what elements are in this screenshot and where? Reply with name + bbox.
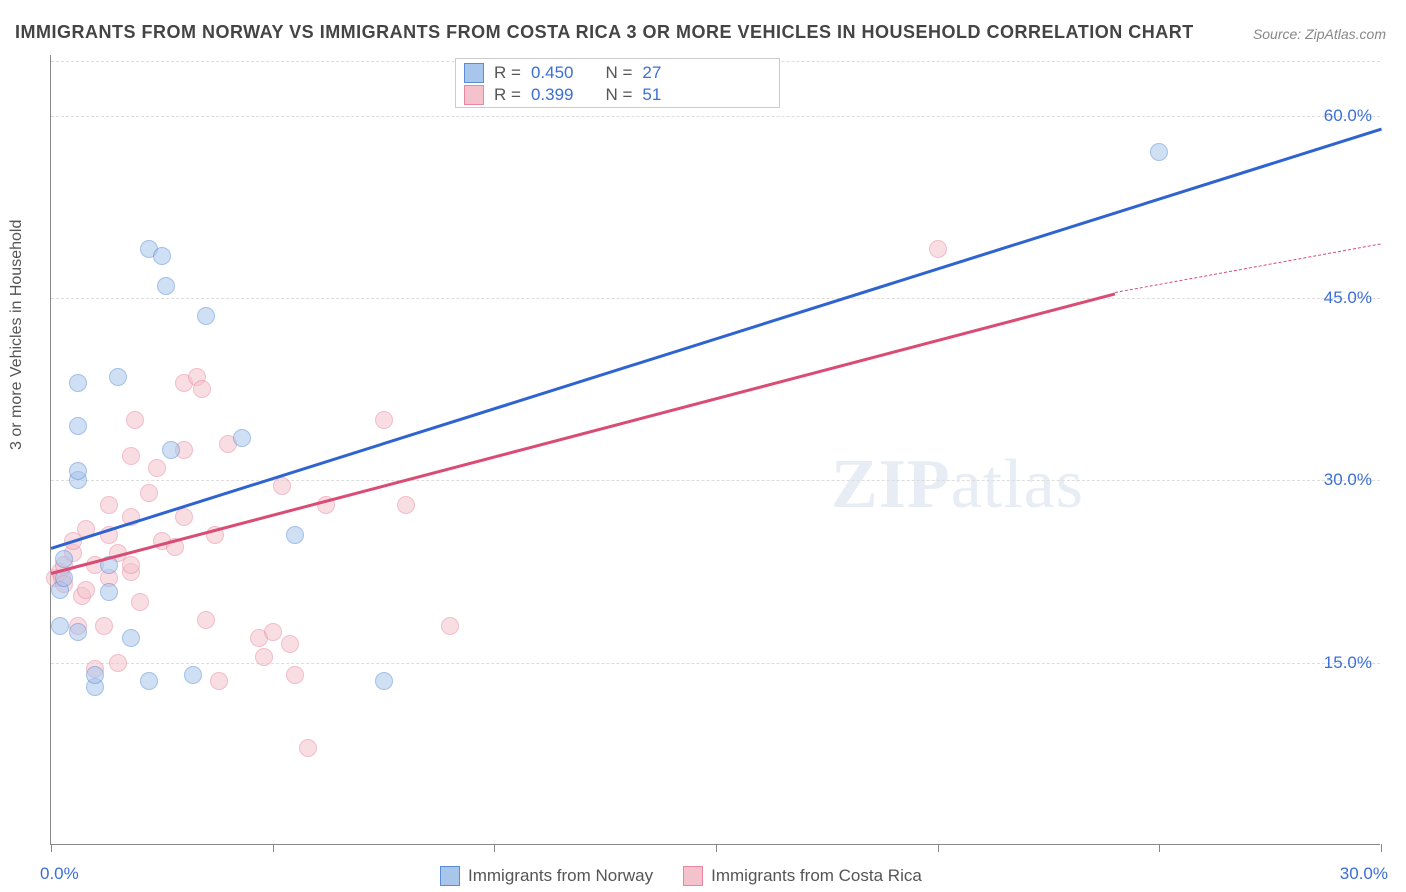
chart-container: IMMIGRANTS FROM NORWAY VS IMMIGRANTS FRO…	[0, 0, 1406, 892]
point-norway	[69, 417, 87, 435]
point-costarica	[175, 508, 193, 526]
gridline	[51, 298, 1380, 299]
legend-row-costarica: R = 0.399 N = 51	[464, 85, 771, 105]
point-norway	[1150, 143, 1168, 161]
x-axis-min: 0.0%	[40, 864, 79, 884]
y-tick-label: 30.0%	[1324, 470, 1372, 490]
point-costarica	[197, 611, 215, 629]
watermark: ZIPatlas	[831, 445, 1084, 525]
gridline	[51, 663, 1380, 664]
x-tick	[1381, 844, 1382, 852]
point-costarica	[264, 623, 282, 641]
point-costarica	[281, 635, 299, 653]
point-costarica	[148, 459, 166, 477]
point-costarica	[77, 581, 95, 599]
point-costarica	[140, 484, 158, 502]
point-norway	[109, 368, 127, 386]
gridline	[51, 480, 1380, 481]
point-costarica	[122, 447, 140, 465]
x-tick	[51, 844, 52, 852]
trendline-costarica	[51, 292, 1116, 574]
point-norway	[162, 441, 180, 459]
trendline-norway	[51, 128, 1382, 550]
y-tick-label: 60.0%	[1324, 106, 1372, 126]
point-costarica	[95, 617, 113, 635]
point-costarica	[255, 648, 273, 666]
point-costarica	[109, 654, 127, 672]
legend-row-norway: R = 0.450 N = 27	[464, 63, 771, 83]
point-norway	[122, 629, 140, 647]
point-norway	[286, 526, 304, 544]
point-norway	[375, 672, 393, 690]
point-costarica	[210, 672, 228, 690]
legend-correlation: R = 0.450 N = 27 R = 0.399 N = 51	[455, 58, 780, 108]
point-norway	[233, 429, 251, 447]
point-norway	[140, 672, 158, 690]
point-costarica	[441, 617, 459, 635]
point-costarica	[131, 593, 149, 611]
point-norway	[69, 462, 87, 480]
point-costarica	[100, 496, 118, 514]
swatch-norway	[464, 63, 484, 83]
swatch-costarica	[464, 85, 484, 105]
point-costarica	[273, 477, 291, 495]
y-tick-label: 45.0%	[1324, 288, 1372, 308]
x-tick	[273, 844, 274, 852]
x-tick	[716, 844, 717, 852]
gridline	[51, 116, 1380, 117]
swatch-norway-icon	[440, 866, 460, 886]
swatch-costarica-icon	[683, 866, 703, 886]
point-costarica	[126, 411, 144, 429]
point-costarica	[299, 739, 317, 757]
point-costarica	[122, 556, 140, 574]
point-costarica	[929, 240, 947, 258]
point-norway	[184, 666, 202, 684]
source-label: Source: ZipAtlas.com	[1253, 26, 1386, 42]
point-norway	[86, 666, 104, 684]
y-tick-label: 15.0%	[1324, 653, 1372, 673]
legend-item-costarica: Immigrants from Costa Rica	[683, 866, 922, 886]
y-axis-label: 3 or more Vehicles in Household	[8, 220, 26, 450]
chart-title: IMMIGRANTS FROM NORWAY VS IMMIGRANTS FRO…	[15, 22, 1194, 43]
point-norway	[100, 583, 118, 601]
x-tick	[1159, 844, 1160, 852]
point-norway	[69, 374, 87, 392]
point-norway	[69, 623, 87, 641]
point-costarica	[397, 496, 415, 514]
trendline-costarica-extrapolated	[1115, 243, 1381, 293]
plot-area: ZIPatlas 15.0% 30.0% 45.0% 60.0%	[50, 55, 1380, 845]
point-costarica	[193, 380, 211, 398]
legend-item-norway: Immigrants from Norway	[440, 866, 653, 886]
point-norway	[197, 307, 215, 325]
point-costarica	[286, 666, 304, 684]
point-norway	[157, 277, 175, 295]
x-axis-max: 30.0%	[1340, 864, 1388, 884]
point-norway	[51, 617, 69, 635]
legend-series: Immigrants from Norway Immigrants from C…	[440, 866, 922, 886]
x-tick	[938, 844, 939, 852]
point-costarica	[375, 411, 393, 429]
x-tick	[494, 844, 495, 852]
point-norway	[153, 247, 171, 265]
